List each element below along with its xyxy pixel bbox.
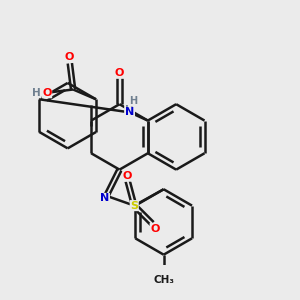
Text: O: O bbox=[115, 68, 124, 78]
Text: S: S bbox=[130, 201, 138, 211]
Text: CH₃: CH₃ bbox=[153, 275, 174, 285]
Text: O: O bbox=[123, 171, 132, 181]
Text: H: H bbox=[125, 105, 134, 115]
Text: O: O bbox=[42, 88, 52, 98]
Text: O: O bbox=[64, 52, 74, 62]
Text: H: H bbox=[129, 96, 137, 106]
Text: O: O bbox=[150, 224, 160, 233]
Text: N: N bbox=[100, 194, 110, 203]
Text: H: H bbox=[32, 88, 41, 98]
Text: H: H bbox=[125, 105, 133, 115]
Text: N: N bbox=[125, 107, 134, 117]
